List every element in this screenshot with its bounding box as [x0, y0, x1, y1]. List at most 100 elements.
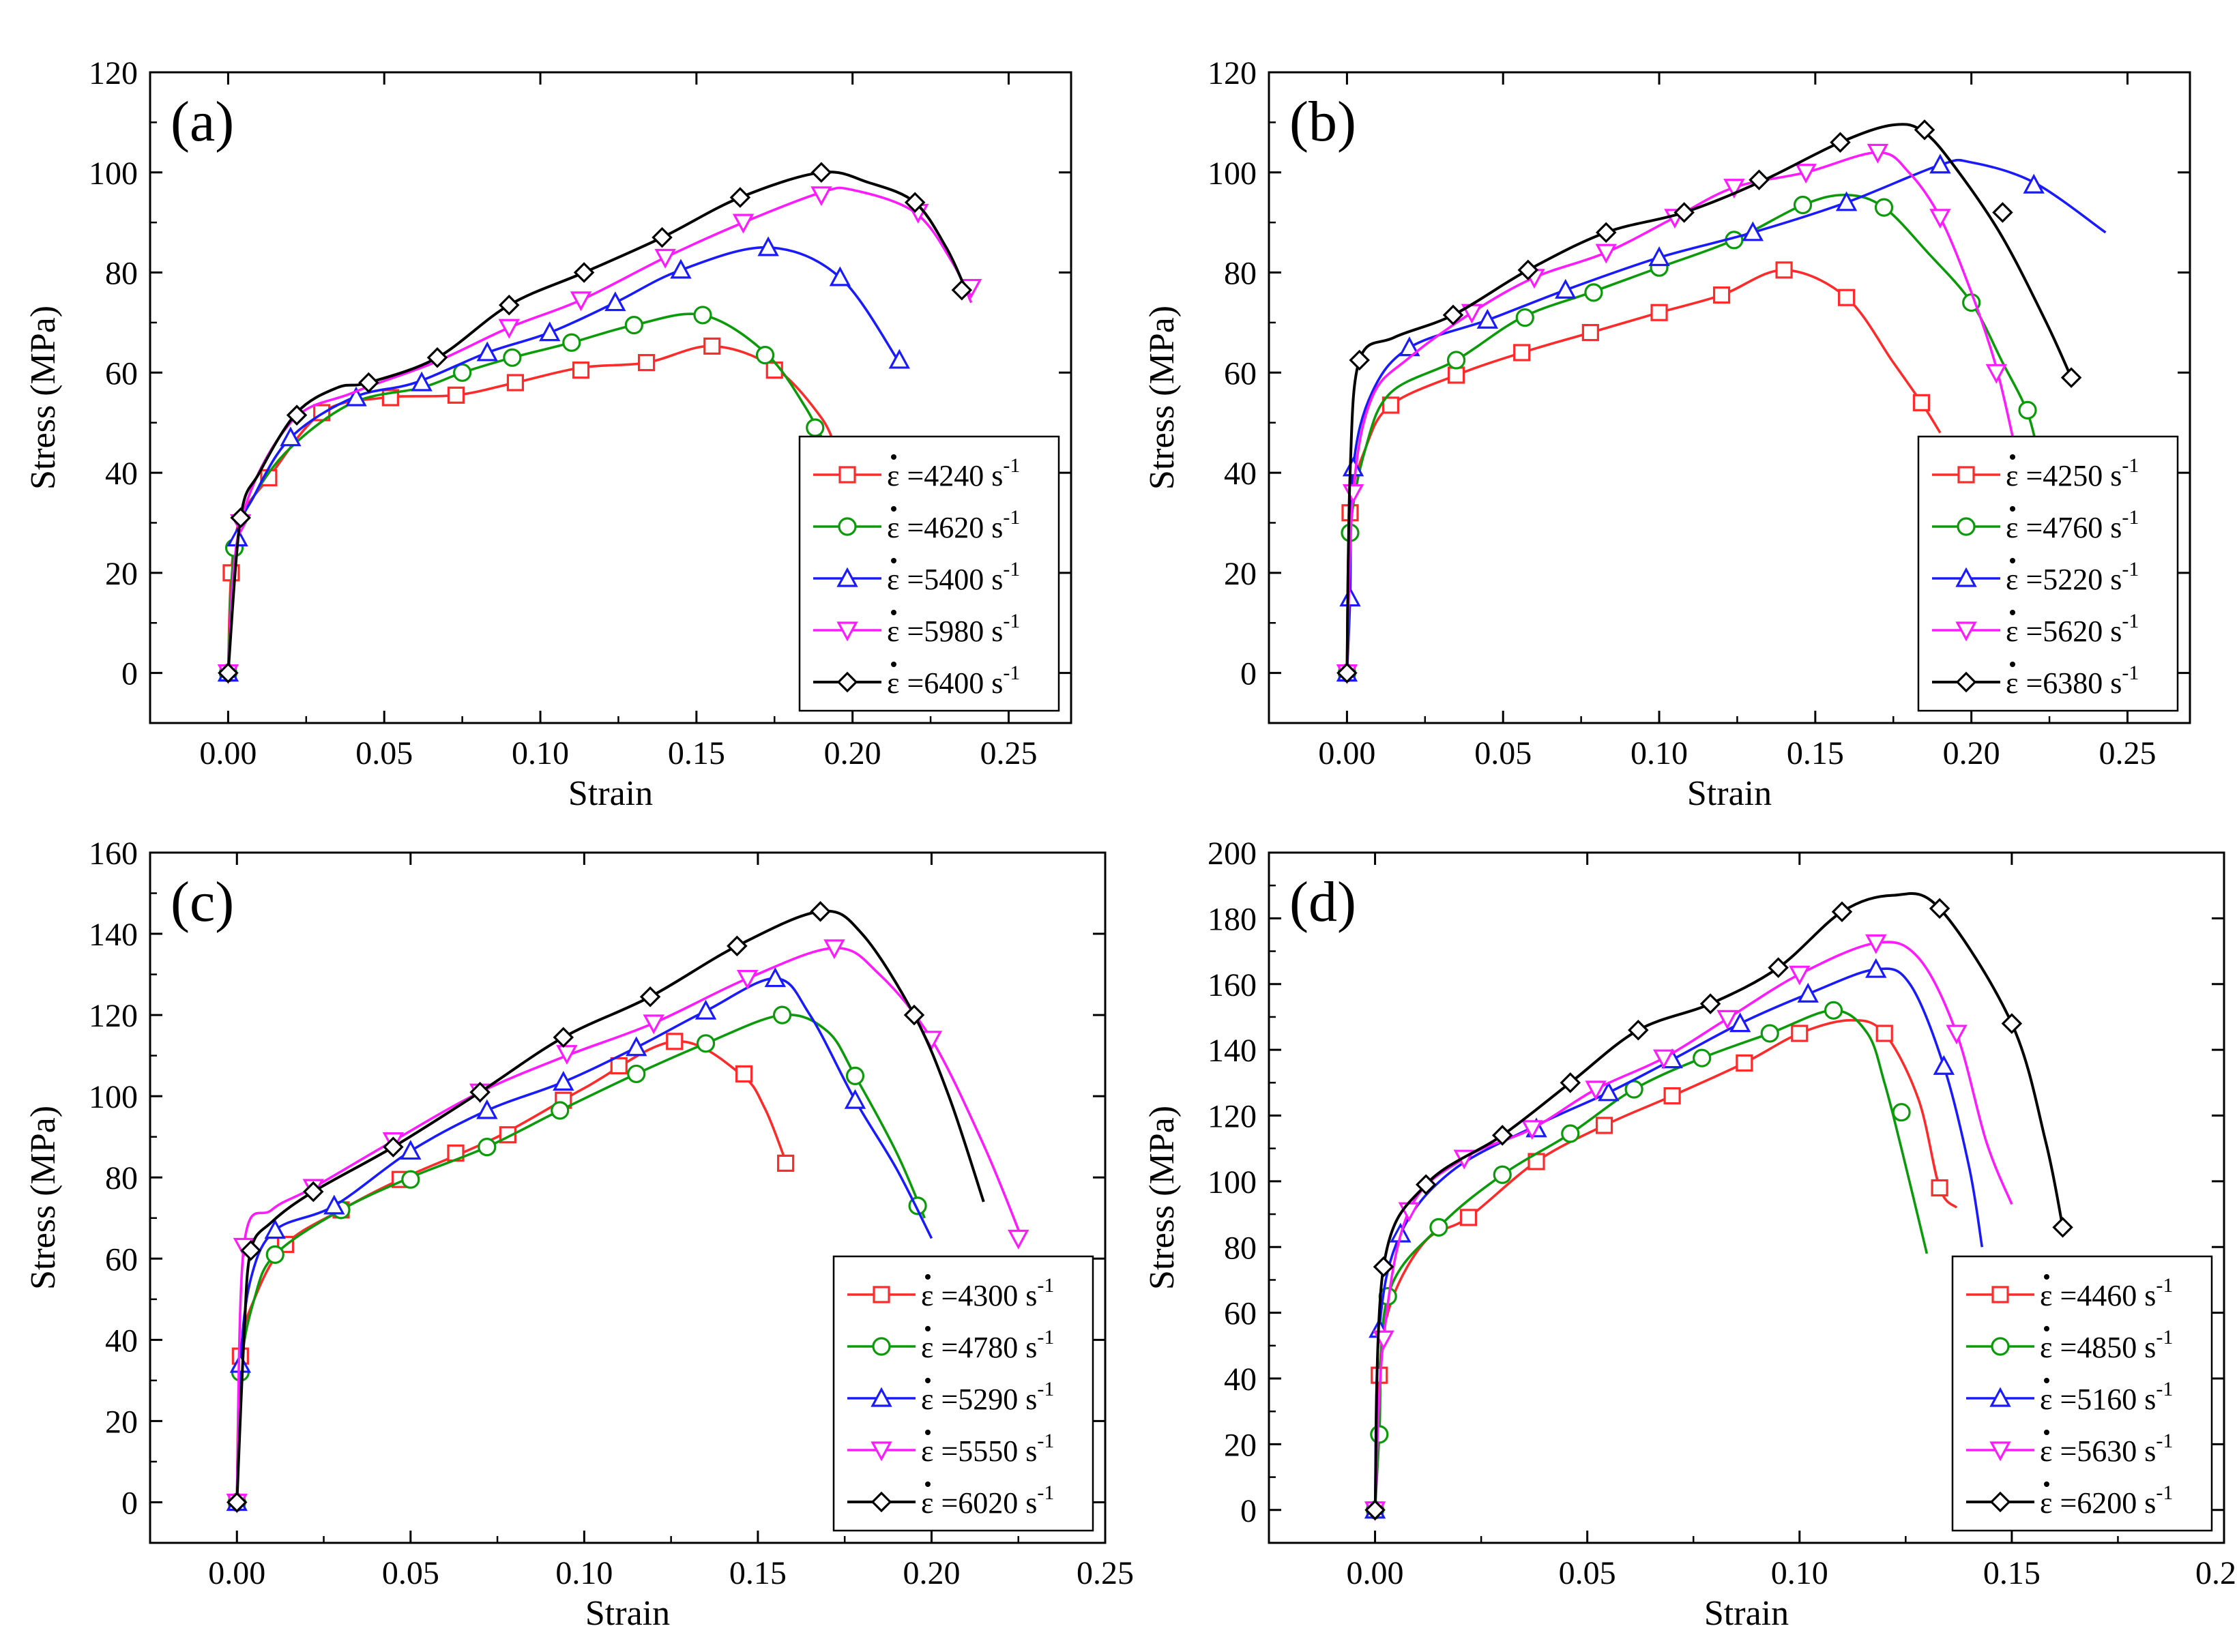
legend-unit-exponent: -1: [2122, 662, 2139, 684]
legend-prefix: ε =: [2006, 459, 2043, 492]
legend-unit-exponent: -1: [2156, 1326, 2173, 1348]
series-point-5160: [1797, 982, 1819, 1003]
y-tick-label: 80: [105, 256, 138, 292]
x-tick-label: 0.25: [980, 735, 1037, 771]
strain-rate-dot: [891, 558, 896, 563]
series-point-6020: [639, 986, 661, 1007]
series-point-4240: [447, 386, 465, 404]
series-point-6200: [1373, 1256, 1394, 1278]
legend-label-4240: ε =4240 s-1: [887, 454, 1020, 492]
strain-rate-dot: [925, 1378, 931, 1383]
series-point-6400: [810, 162, 832, 183]
x-tick-label: 0.10: [512, 735, 569, 771]
y-tick-label: 60: [1224, 355, 1257, 392]
series-point-5160: [1598, 1081, 1620, 1102]
series-point-4850: [1429, 1218, 1448, 1237]
legend-unit-exponent: -1: [2122, 558, 2139, 580]
y-tick-label: 60: [105, 1241, 138, 1278]
legend-label-5290: ε =5290 s-1: [921, 1378, 1054, 1416]
series-point-4460: [1459, 1209, 1478, 1226]
strain-rate-dot: [2010, 662, 2015, 667]
y-tick-label: 100: [89, 156, 138, 192]
series-point-5290: [844, 1089, 866, 1109]
series-point-5980: [654, 248, 676, 269]
legend-marker-5400: [836, 567, 858, 587]
series-point-4300: [610, 1057, 628, 1075]
x-tick-label: 0.00: [208, 1555, 265, 1591]
series-point-6380: [1349, 349, 1370, 371]
series-point-5220: [1399, 336, 1420, 357]
series-point-4620: [562, 333, 581, 352]
legend-value: 6380 s: [2043, 666, 2122, 700]
series-point-4760: [1874, 198, 1894, 217]
panel-b: 0.00 0.05 0.10 0.15 0.20 0.25 0 20 40 60 80 100 120 S…: [1143, 55, 2191, 813]
x-axis-label: Strain: [585, 1594, 670, 1633]
series-point-5400: [539, 321, 561, 342]
panel-c: 0.00 0.05 0.10 0.15 0.20 0.25 0 20 40 60 80 100 120 1…: [24, 836, 1134, 1633]
legend-prefix: ε =: [921, 1486, 958, 1520]
legend-unit-exponent: -1: [2156, 1430, 2173, 1452]
series-point-5400: [280, 426, 302, 447]
series-point-4620: [693, 306, 712, 325]
y-tick-label: 120: [1208, 1099, 1257, 1135]
legend-marker-4460: [1991, 1286, 2009, 1303]
series-point-4620: [503, 348, 522, 367]
series-line-6400: [226, 171, 967, 673]
plot-frame: [149, 71, 1072, 724]
series-point-5630: [1946, 1024, 1968, 1045]
series-point-5400: [829, 266, 851, 286]
y-tick-label: 80: [1224, 1230, 1257, 1266]
legend-value: 4300 s: [958, 1279, 1037, 1312]
legend-unit-exponent: -1: [1037, 1430, 1054, 1452]
series-point-4780: [551, 1101, 570, 1120]
x-axis-label: Strain: [568, 774, 653, 813]
series-point-6400: [218, 662, 239, 683]
legend-value: 4620 s: [924, 511, 1003, 544]
y-axis-label: Stress (MPa): [24, 306, 63, 490]
legend-label-4850: ε =4850 s-1: [2040, 1326, 2173, 1364]
series-point-6020: [553, 1027, 574, 1048]
y-axis-label: Stress (MPa): [1143, 1106, 1182, 1290]
series-point-5550: [556, 1045, 578, 1065]
series-point-5620: [1723, 179, 1745, 199]
series-point-4620: [624, 315, 643, 335]
series-point-4250: [1381, 396, 1400, 414]
series-point-4240: [572, 362, 590, 379]
legend-label-5620: ε =5620 s-1: [2006, 610, 2139, 648]
series-point-6200: [1560, 1072, 1581, 1093]
series-point-4850: [1693, 1048, 1712, 1067]
x-tick-label: 0.10: [555, 1555, 613, 1591]
legend-label-5160: ε =5160 s-1: [2040, 1378, 2173, 1416]
series-point-6200: [2052, 1217, 2073, 1238]
legend-prefix: ε =: [2040, 1331, 2077, 1364]
strain-rate-dot: [925, 1481, 931, 1487]
series-point-4760: [1515, 308, 1534, 327]
legend-marker-5980: [836, 621, 858, 642]
series-point-4760: [1446, 351, 1466, 370]
x-tick-label: 0.25: [1077, 1555, 1134, 1591]
legend-prefix: ε =: [2006, 511, 2043, 544]
legend-prefix: ε =: [2040, 1486, 2077, 1520]
series-point-4760: [1793, 195, 1813, 215]
x-tick-label: 0.15: [729, 1555, 787, 1591]
legend-value: 5620 s: [2043, 615, 2122, 648]
series-line-4620: [226, 312, 835, 673]
y-tick-label: 0: [1240, 656, 1257, 692]
y-tick-label: 0: [1240, 1493, 1257, 1529]
series-point-4780: [401, 1170, 420, 1189]
legend-unit-exponent: -1: [2122, 506, 2139, 529]
series-point-4850: [1892, 1103, 1911, 1122]
legend-unit-exponent: -1: [1003, 558, 1020, 580]
legend-value: 5290 s: [958, 1383, 1037, 1416]
series-point-5220: [1648, 246, 1670, 267]
x-axis-label: Strain: [1704, 1594, 1789, 1633]
series-point-5620: [1929, 209, 1951, 229]
series-point-4460: [1931, 1179, 1948, 1197]
series-point-6200: [1364, 1499, 1386, 1521]
plot-frame: [1268, 851, 2225, 1544]
series-point-5630: [1716, 1009, 1738, 1030]
series-point-6200: [1831, 901, 1853, 923]
x-tick-label: 0.25: [2099, 735, 2156, 771]
series-point-6200: [1415, 1174, 1437, 1195]
x-tick-label: 0.10: [1631, 735, 1688, 771]
